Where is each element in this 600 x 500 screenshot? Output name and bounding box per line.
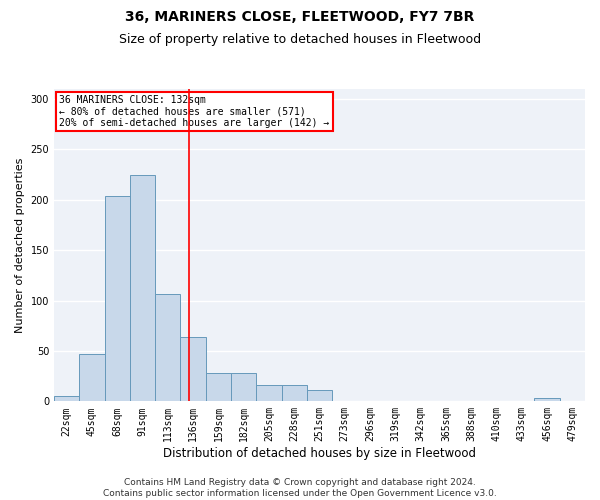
Bar	[535, 398, 560, 402]
Text: 36 MARINERS CLOSE: 132sqm
← 80% of detached houses are smaller (571)
20% of semi: 36 MARINERS CLOSE: 132sqm ← 80% of detac…	[59, 95, 329, 128]
Text: Contains HM Land Registry data © Crown copyright and database right 2024.
Contai: Contains HM Land Registry data © Crown c…	[103, 478, 497, 498]
Text: Size of property relative to detached houses in Fleetwood: Size of property relative to detached ho…	[119, 32, 481, 46]
Bar	[181, 337, 206, 402]
Bar	[256, 385, 281, 402]
Bar	[155, 294, 181, 402]
Bar	[281, 385, 307, 402]
Bar	[307, 390, 332, 402]
Y-axis label: Number of detached properties: Number of detached properties	[15, 158, 25, 333]
Bar	[54, 396, 79, 402]
Bar	[104, 196, 130, 402]
Bar	[79, 354, 104, 402]
Bar	[130, 174, 155, 402]
Bar	[231, 373, 256, 402]
X-axis label: Distribution of detached houses by size in Fleetwood: Distribution of detached houses by size …	[163, 447, 476, 460]
Bar	[206, 373, 231, 402]
Text: 36, MARINERS CLOSE, FLEETWOOD, FY7 7BR: 36, MARINERS CLOSE, FLEETWOOD, FY7 7BR	[125, 10, 475, 24]
